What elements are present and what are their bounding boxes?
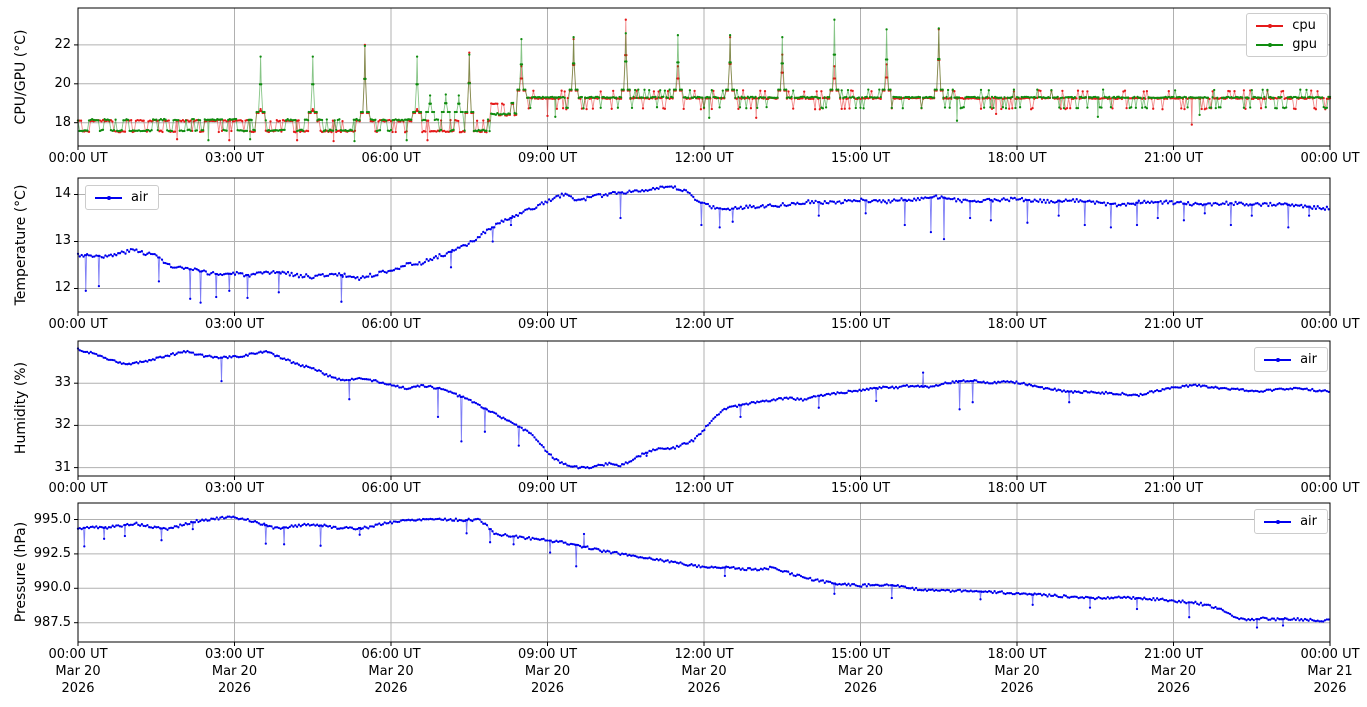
series-markers-air [76,347,1330,470]
series-line-air [77,516,1329,628]
legend-marker-gpu [1267,42,1272,47]
x-tick-label: 09:00 UT [517,481,578,496]
x-tick-label: 21:00 UT [1143,481,1204,496]
x-tick-label: 00:00 UT Mar 20 2026 [48,647,108,696]
legend-line-air [1264,519,1292,524]
x-tick-label: 00:00 UT [1300,151,1360,166]
x-tick-label: 06:00 UT [361,151,421,166]
x-tick-label: 12:00 UT Mar 20 2026 [674,647,734,696]
x-tick-label: 09:00 UT Mar 20 2026 [517,647,578,696]
y-tick-label: 12 [54,280,71,296]
y-tick-label: 33 [54,375,71,391]
legend-entry-air: air [95,190,148,205]
x-tick-label: 21:00 UT [1143,151,1204,166]
legend-label-air: air [1300,352,1317,367]
legend-cpu-gpu: cpu gpu [1246,13,1328,57]
x-tick-label: 03:00 UT [204,317,265,332]
x-tick-label: 18:00 UT [987,317,1047,332]
x-tick-label: 15:00 UT Mar 20 2026 [830,647,891,696]
legend-humidity: air [1254,347,1328,372]
x-tick-label: 12:00 UT [674,317,734,332]
legend-entry-air: air [1264,352,1317,367]
x-tick-label: 15:00 UT [830,481,891,496]
legend-label-air: air [1300,514,1317,529]
axes-frame [77,177,1331,313]
axes-frame [77,340,1331,477]
legend-entry-gpu: gpu [1256,37,1317,52]
legend-line-gpu [1256,42,1284,47]
x-tick-label: 06:00 UT [361,481,421,496]
y-tick-label: 32 [54,417,71,433]
legend-line-cpu [1256,23,1284,28]
y-tick-label: 13 [54,233,71,249]
y-tick-label: 995.0 [33,511,71,527]
x-tick-label: 00:00 UT [48,317,108,332]
legend-entry-cpu: cpu [1256,18,1317,33]
x-tick-label: 09:00 UT [517,317,578,332]
y-tick-label: 14 [54,186,71,202]
x-tick-label: 03:00 UT [204,481,265,496]
x-tick-label: 18:00 UT Mar 20 2026 [987,647,1047,696]
x-tick-label: 12:00 UT [674,481,734,496]
panel-0 [74,7,1332,150]
x-tick-label: 06:00 UT Mar 20 2026 [361,647,421,696]
legend-line-air [95,195,122,200]
legend-marker-air [1275,519,1280,524]
y-axis-label-pressure: Pressure (hPa) [13,521,29,623]
x-tick-label: 21:00 UT Mar 20 2026 [1143,647,1204,696]
legend-label-air: air [131,190,148,205]
legend-pressure: air [1254,509,1328,534]
legend-marker-air [1275,357,1280,362]
axes-frame [77,502,1331,643]
legend-marker-air [106,195,111,200]
legend-label-cpu: cpu [1292,18,1316,33]
axes-frame [77,7,1331,147]
y-tick-label: 992.5 [33,545,71,561]
x-tick-label: 00:00 UT [1300,317,1360,332]
x-tick-label: 00:00 UT [1300,481,1360,496]
x-tick-label: 21:00 UT [1143,317,1204,332]
x-tick-label: 09:00 UT [517,151,578,166]
y-tick-label: 22 [54,36,71,52]
y-tick-label: 31 [54,459,71,475]
panel-3 [74,502,1331,646]
legend-line-air [1264,357,1292,362]
y-tick-label: 990.0 [33,580,71,596]
panel-2 [74,340,1331,480]
x-tick-label: 00:00 UT [48,481,108,496]
legend-label-gpu: gpu [1292,37,1317,52]
x-tick-label: 12:00 UT [674,151,734,166]
y-tick-label: 987.5 [33,614,71,630]
legend-marker-cpu [1267,23,1272,28]
x-tick-label: 06:00 UT [361,317,421,332]
legend-entry-air: air [1264,514,1317,529]
legend-temperature: air [85,185,159,210]
x-tick-label: 03:00 UT [204,151,265,166]
x-tick-label: 18:00 UT [987,151,1047,166]
y-tick-label: 18 [54,114,71,130]
x-tick-label: 15:00 UT [830,317,891,332]
x-tick-label: 00:00 UT [48,151,108,166]
series-line-air [77,348,1329,469]
y-tick-label: 20 [54,75,71,91]
x-tick-label: 15:00 UT [830,151,891,166]
panel-1 [74,177,1331,316]
x-tick-label: 03:00 UT Mar 20 2026 [204,647,265,696]
x-tick-label: 00:00 UT Mar 21 2026 [1300,647,1360,696]
x-tick-label: 18:00 UT [987,481,1047,496]
series-markers-air [76,185,1330,304]
